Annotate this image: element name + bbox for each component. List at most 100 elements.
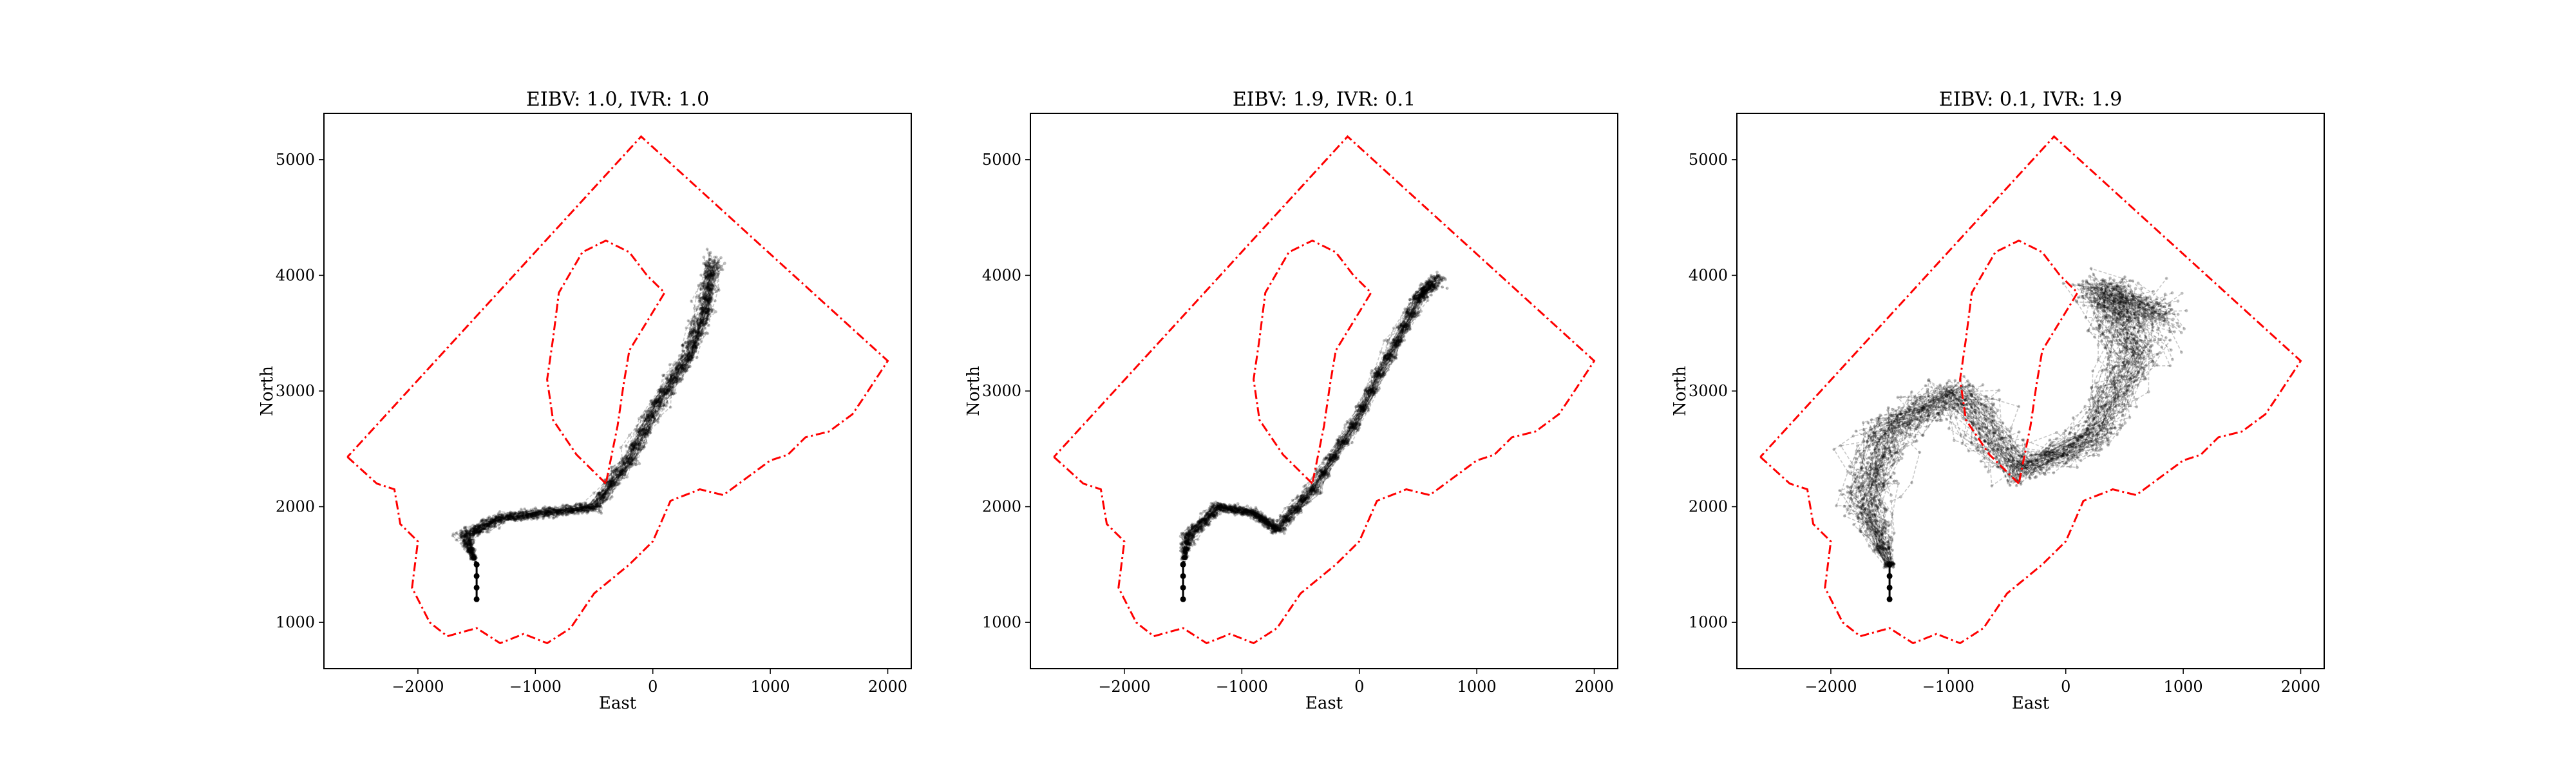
- trajectory-point: [534, 514, 538, 518]
- trajectory-point: [1273, 524, 1276, 528]
- trajectory-point: [701, 310, 705, 314]
- trajectory-point: [556, 510, 559, 513]
- trajectory-point: [482, 523, 486, 527]
- trajectory-path: [463, 261, 715, 565]
- trajectory-point: [665, 404, 668, 408]
- trajectory-point: [1201, 520, 1205, 523]
- x-axis-label-2: East: [1305, 694, 1343, 713]
- trajectory-point: [469, 547, 473, 551]
- trajectory-point: [535, 508, 538, 511]
- trajectory-point: [1384, 357, 1388, 361]
- trajectory-point: [495, 516, 498, 520]
- trajectory-point: [719, 256, 723, 260]
- trajectory-point: [1186, 526, 1190, 530]
- trajectory-point: [691, 330, 695, 334]
- trajectory-point: [548, 512, 551, 516]
- trajectory-point: [670, 385, 674, 389]
- trajectory-point: [468, 534, 472, 538]
- trajectory-point: [557, 508, 560, 512]
- trajectory-point: [503, 517, 506, 520]
- trajectory-point: [708, 287, 712, 291]
- trajectory-point: [708, 296, 712, 300]
- trajectory-point: [580, 506, 583, 510]
- trajectory-point: [464, 541, 467, 545]
- trajectory-point: [677, 363, 681, 367]
- trajectory-point: [644, 432, 647, 435]
- trajectory-point: [1424, 290, 1427, 293]
- trajectory-point: [558, 511, 561, 514]
- trajectory-point: [597, 491, 601, 495]
- trajectory-point: [526, 515, 529, 519]
- trajectory-point: [1369, 392, 1373, 396]
- trajectory-point: [708, 265, 712, 269]
- trajectory-point: [531, 513, 535, 517]
- trajectory-point: [673, 376, 677, 380]
- trajectory-point: [571, 509, 574, 513]
- trajectory-point: [564, 504, 567, 508]
- trajectory-point: [699, 317, 702, 321]
- trajectory-point: [471, 555, 475, 558]
- trajectory-point: [606, 493, 610, 497]
- trajectory-point: [712, 272, 716, 276]
- trajectory-point: [484, 522, 488, 526]
- trajectory-point: [584, 501, 587, 505]
- trajectory-point: [670, 377, 674, 381]
- trajectory-point: [466, 549, 470, 553]
- trajectory-point: [706, 285, 710, 289]
- trajectory-point: [610, 477, 613, 481]
- trajectory-point: [667, 388, 671, 392]
- trajectory-point: [473, 555, 477, 558]
- trajectory-point: [711, 292, 714, 296]
- trajectory-point: [709, 265, 713, 269]
- trajectory-point: [706, 318, 710, 321]
- trajectory-point: [654, 401, 658, 405]
- trajectory-point: [485, 522, 489, 526]
- trajectory-point: [595, 504, 599, 508]
- trajectory-point: [629, 445, 632, 449]
- y-tick-label: 1000: [982, 613, 1021, 631]
- trajectory-point: [1278, 513, 1282, 517]
- trajectory-point: [469, 530, 473, 533]
- trajectory-point: [506, 517, 509, 521]
- trajectory-point: [595, 505, 599, 509]
- trajectory-point: [706, 271, 710, 274]
- trajectory-point: [703, 275, 707, 279]
- trajectory-point: [555, 510, 559, 513]
- trajectory-point: [1350, 419, 1353, 423]
- trajectory-point: [638, 444, 642, 448]
- trajectory-point: [1427, 279, 1431, 282]
- trajectory-point: [707, 281, 710, 285]
- trajectory-point: [471, 524, 475, 527]
- trajectory-point: [692, 355, 696, 358]
- trajectory-point: [706, 332, 710, 336]
- trajectory-point: [563, 509, 566, 513]
- trajectory-path: [1182, 278, 1435, 566]
- trajectory-point: [702, 308, 706, 312]
- start-point: [1180, 596, 1186, 602]
- trajectory-point: [511, 517, 515, 520]
- trajectory-point: [536, 516, 540, 520]
- trajectory-point: [689, 354, 693, 358]
- trajectory-point: [684, 353, 688, 357]
- trajectory-point: [685, 354, 689, 357]
- trajectory-point: [473, 525, 477, 528]
- trajectory-point: [1412, 307, 1416, 310]
- trajectory-point: [526, 515, 529, 519]
- trajectory-point: [671, 382, 675, 386]
- trajectory-point: [707, 308, 710, 312]
- trajectory-point: [673, 376, 677, 380]
- trajectory-point: [465, 545, 469, 549]
- trajectory-point: [1184, 539, 1188, 543]
- trajectory-point: [614, 481, 618, 484]
- trajectory-point: [492, 526, 496, 529]
- trajectory-point: [512, 518, 515, 521]
- trajectory-point: [699, 318, 703, 321]
- trajectory-path: [464, 263, 725, 565]
- trajectory-point: [560, 507, 564, 511]
- trajectory-point: [704, 332, 707, 335]
- trajectory-point: [606, 495, 610, 499]
- trajectory-point: [692, 342, 696, 346]
- trajectory-point: [668, 381, 672, 385]
- trajectory-point: [469, 546, 473, 550]
- trajectory-point: [488, 520, 492, 524]
